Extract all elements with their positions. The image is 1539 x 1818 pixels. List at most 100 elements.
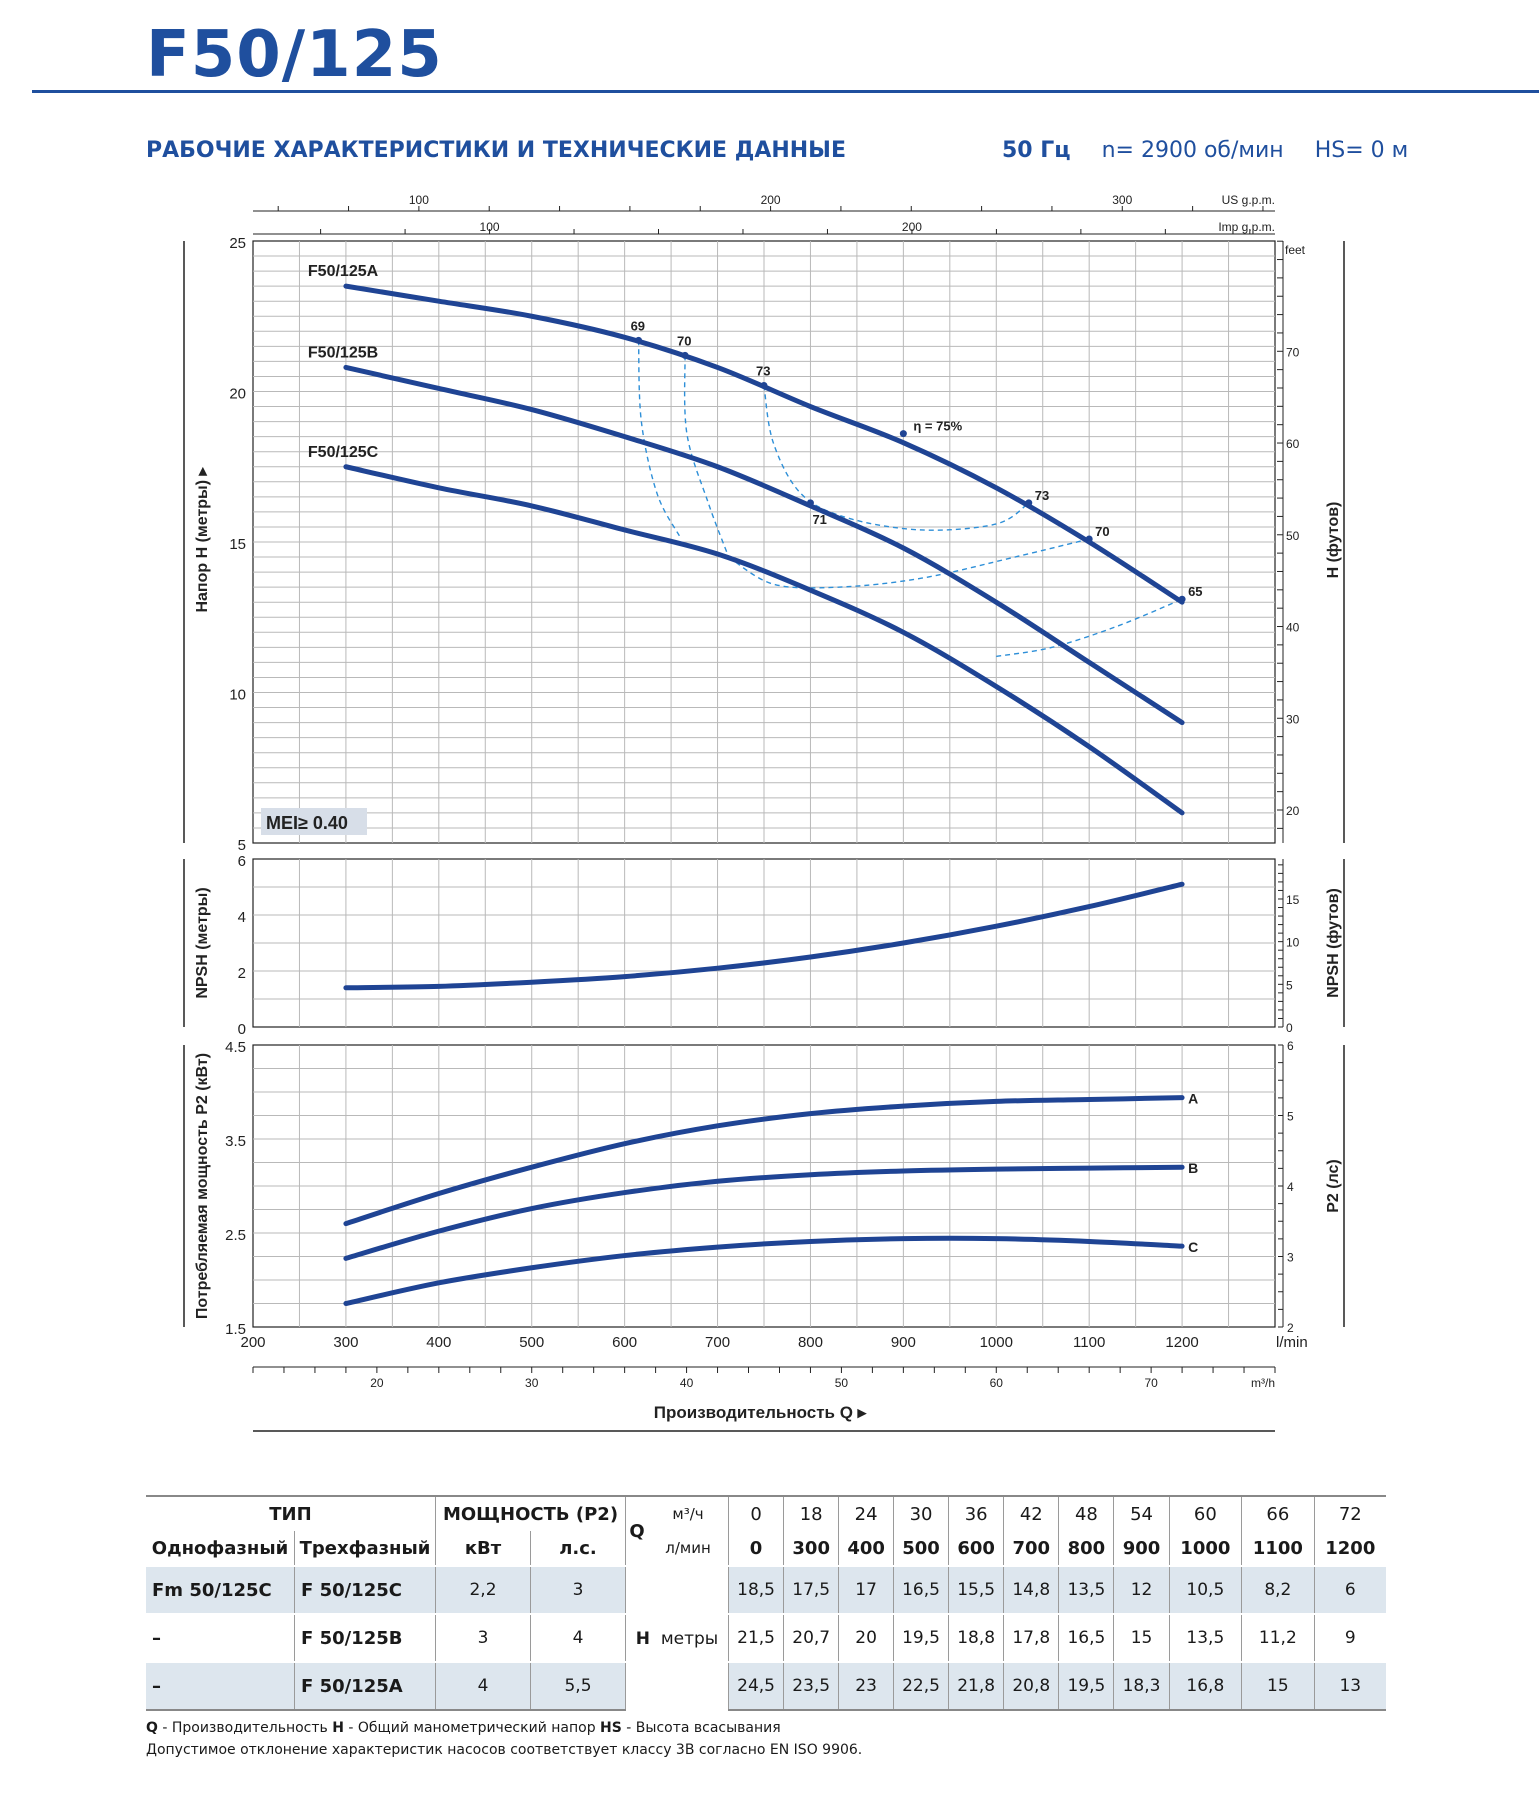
q-header: Q — [625, 1495, 648, 1566]
x-tick-label: 1100 — [1073, 1334, 1105, 1351]
x2-tick-label: 40 — [680, 1376, 694, 1390]
x-tick-label: 700 — [705, 1334, 730, 1351]
top-axis-imp-label: 200 — [902, 220, 922, 234]
head-y-tick-label: 10 — [229, 687, 246, 704]
head-cell: 19,5 — [1058, 1661, 1115, 1711]
table-row: – F 50/125B 3 4 21,5 20,7 20 19,5 18,8 1… — [146, 1613, 1386, 1662]
efficiency-point-label: η = 75% — [913, 419, 962, 434]
efficiency-point-label: 70 — [677, 333, 691, 348]
x2-tick-label: 30 — [525, 1376, 539, 1390]
table-row: – F 50/125A 4 5,5 24,5 23,5 23 22,5 21,8… — [146, 1661, 1386, 1711]
hp-header: л.с. — [530, 1531, 626, 1566]
single-phase-model: Fm 50/125C — [146, 1565, 295, 1614]
top-axis-us-unit: US g.p.m. — [1222, 193, 1275, 207]
head-cell: 15,5 — [948, 1565, 1005, 1614]
npsh-curve — [343, 881, 1185, 991]
head-y2-tick-label: 50 — [1286, 529, 1300, 543]
npsh-y2-tick-label: 10 — [1286, 936, 1300, 950]
head-cell: 16,8 — [1169, 1661, 1243, 1711]
efficiency-iso-line — [728, 538, 1090, 589]
head-cell: 15 — [1241, 1661, 1315, 1711]
type-header: ТИП — [146, 1495, 436, 1531]
unit-m3h: м³/ч — [648, 1495, 729, 1531]
efficiency-point — [899, 430, 907, 438]
three-phase-header: Трехфазный — [294, 1531, 436, 1566]
head-cell: 19,5 — [893, 1613, 950, 1662]
x-tick-label: 1000 — [980, 1334, 1013, 1351]
power-curve-label: A — [1188, 1091, 1198, 1107]
x2-tick-label: 70 — [1144, 1376, 1158, 1390]
kw-header: кВт — [435, 1531, 531, 1566]
power-y-tick-label: 4.5 — [225, 1039, 246, 1056]
efficiency-point-label: 70 — [1095, 524, 1109, 539]
efficiency-point-label: 71 — [812, 512, 826, 527]
h-unit: метры — [660, 1628, 719, 1649]
q-m3h-cell: 24 — [838, 1495, 894, 1531]
head-cell: 10,5 — [1169, 1565, 1243, 1614]
npsh-y-tick-label: 4 — [238, 909, 246, 926]
spec-table: ТИП МОЩНОСТЬ (P2) Q м³/ч 0 18 24 30 36 4… — [146, 1495, 1386, 1711]
head-cell: 16,5 — [893, 1565, 950, 1614]
head-cell: 18,5 — [728, 1565, 785, 1614]
power-curve-c — [343, 1235, 1185, 1306]
efficiency-iso-line — [637, 340, 681, 537]
x-tick-label: 500 — [519, 1334, 544, 1351]
head-cell: 21,5 — [728, 1613, 785, 1662]
npsh-y-axis-title: NPSH (метры) — [194, 887, 211, 998]
head-curve-c — [343, 464, 1185, 816]
efficiency-point — [635, 336, 643, 344]
q-m3h-cell: 72 — [1314, 1495, 1386, 1531]
q-m3h-cell: 48 — [1058, 1495, 1115, 1531]
page-subtitle: РАБОЧИЕ ХАРАКТЕРИСТИКИ И ТЕХНИЧЕСКИЕ ДАН… — [146, 138, 847, 163]
q-lmin-cell: 700 — [1003, 1531, 1060, 1566]
efficiency-point — [1025, 499, 1033, 507]
head-cell: 13 — [1314, 1661, 1386, 1711]
head-curve-label: F50/125C — [308, 444, 379, 461]
h-label-cell: H метры — [625, 1565, 729, 1710]
x2-unit-label: m³/h — [1251, 1376, 1275, 1390]
power-y-tick-label: 1.5 — [225, 1321, 246, 1338]
npsh-y2-axis-title: NPSH (футов) — [1325, 888, 1342, 998]
efficiency-point — [681, 351, 689, 359]
efficiency-iso-line — [683, 355, 730, 558]
page-title: F50/125 — [146, 18, 443, 92]
head-y2-tick-label: 70 — [1286, 345, 1300, 359]
mei-label: MEI≥ 0.40 — [266, 813, 348, 833]
head-y-tick-label: 15 — [229, 536, 246, 553]
head-y2-tick-label: 20 — [1286, 804, 1300, 818]
head-cell: 12 — [1113, 1565, 1170, 1614]
title-rule — [32, 90, 1539, 93]
head-y2-tick-label: 30 — [1286, 712, 1300, 726]
power-y-tick-label: 2.5 — [225, 1227, 246, 1244]
q-m3h-cell: 30 — [893, 1495, 950, 1531]
q-lmin-cell: 300 — [783, 1531, 840, 1566]
x-tick-label: 900 — [891, 1334, 916, 1351]
head-cell: 6 — [1314, 1565, 1386, 1614]
power-kw: 2,2 — [435, 1565, 531, 1614]
npsh-y2-tick-label: 0 — [1286, 1021, 1293, 1035]
top-axis-us-label: 200 — [761, 193, 781, 207]
npsh-y2-tick-label: 5 — [1286, 978, 1293, 992]
head-cell: 13,5 — [1058, 1565, 1115, 1614]
head-cell: 8,2 — [1241, 1565, 1315, 1614]
efficiency-point — [760, 381, 768, 389]
head-curve-a — [343, 283, 1185, 605]
footnote-tolerance: Допустимое отклонение характеристик насо… — [146, 1742, 863, 1758]
power-curve-label: B — [1188, 1160, 1198, 1176]
h-label: H — [635, 1628, 650, 1649]
footnote-legend: Q - Производительность H - Общий маномет… — [146, 1720, 781, 1736]
top-axis-us-label: 100 — [409, 193, 429, 207]
head-y2-tick-label: 40 — [1286, 621, 1300, 635]
head-cell: 21,8 — [948, 1661, 1005, 1711]
head-cell: 11,2 — [1241, 1613, 1315, 1662]
three-phase-model: F 50/125A — [294, 1661, 436, 1711]
unit-lmin: л/мин — [648, 1531, 729, 1566]
x-axis-title: Производительность Q ▸ — [654, 1403, 868, 1422]
power-hp: 5,5 — [530, 1661, 626, 1711]
npsh-y2-tick-label: 15 — [1286, 893, 1300, 907]
head-cell: 17 — [838, 1565, 894, 1614]
q-m3h-cell: 66 — [1241, 1495, 1315, 1531]
power-y2-tick-label: 3 — [1287, 1251, 1294, 1265]
q-m3h-cell: 18 — [783, 1495, 840, 1531]
head-cell: 20,8 — [1003, 1661, 1060, 1711]
